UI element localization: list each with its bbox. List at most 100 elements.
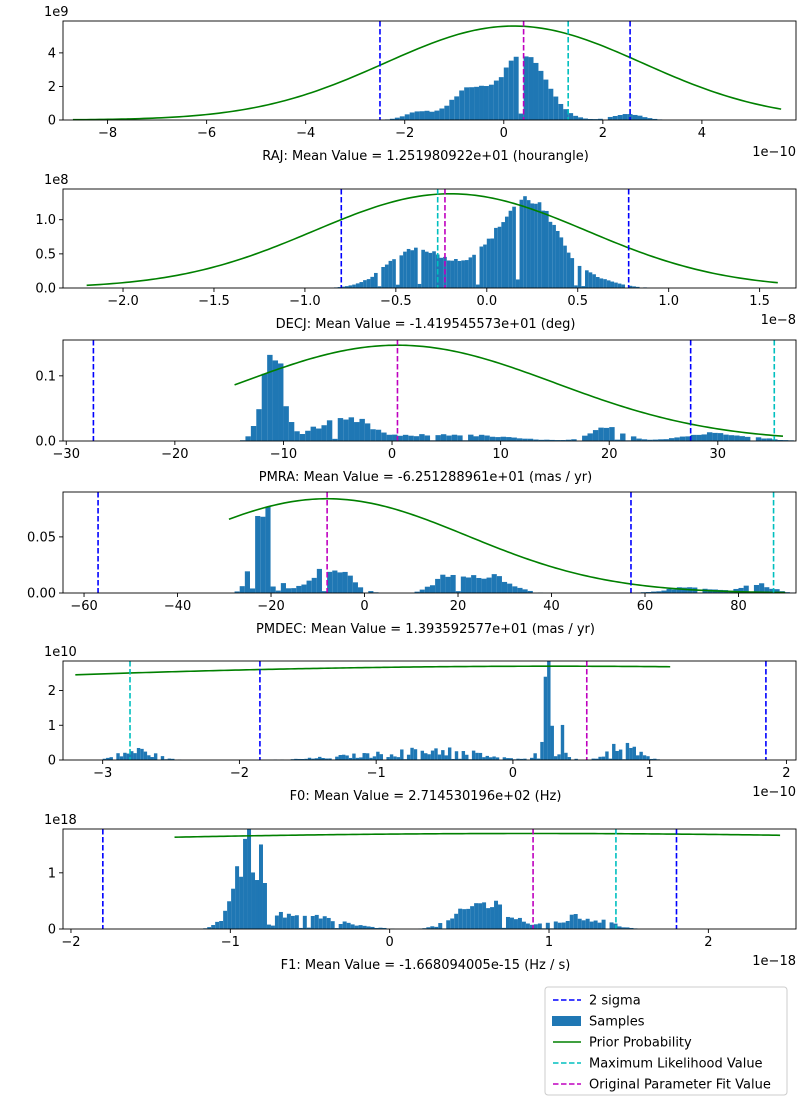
histogram-bar [728, 435, 735, 441]
histogram-bar [447, 747, 452, 760]
y-tick-label: 0.1 [35, 369, 56, 384]
histogram-bar [557, 922, 562, 929]
histogram-bar [352, 582, 358, 593]
histogram-bar [359, 418, 365, 441]
histogram-bars [240, 354, 794, 441]
histogram-bar [428, 252, 433, 288]
histogram-bar [495, 757, 500, 760]
histogram-bar [123, 752, 127, 760]
histogram-bars [234, 506, 796, 593]
histogram-bar [270, 925, 275, 929]
y-tick-label: 0 [48, 114, 56, 129]
histogram-bar [690, 434, 697, 441]
legend-label: 2 sigma [589, 994, 641, 1009]
histogram-bar [446, 260, 451, 288]
x-tick-label: 0 [386, 935, 394, 950]
histogram-bar [402, 434, 409, 441]
histogram-bar [744, 436, 751, 441]
histogram-bar [563, 109, 569, 120]
histogram-bar [583, 118, 588, 120]
histogram-bar [512, 206, 516, 288]
histogram-bar [143, 751, 148, 760]
x-tick-label: −2 [61, 935, 80, 950]
histogram-bar [318, 756, 322, 760]
histogram-bar [606, 280, 611, 288]
histogram-bar [435, 435, 441, 441]
histogram-bar [525, 923, 530, 929]
histogram-bar [653, 758, 657, 760]
histogram-bar [723, 434, 729, 441]
histogram-bar [451, 434, 458, 441]
histogram-bar [231, 888, 236, 929]
histogram-bar [458, 758, 462, 760]
histogram-bar [370, 429, 376, 441]
histogram-bar [274, 915, 279, 929]
histogram-bar [348, 757, 353, 760]
histogram-bar [272, 360, 279, 441]
histogram-bar [471, 750, 476, 760]
histogram-bar [171, 758, 175, 760]
histogram-bar [544, 439, 550, 441]
histogram-bar [106, 757, 110, 760]
histogram-bar [147, 755, 151, 760]
x-tick-label: −8 [98, 126, 117, 141]
histogram-bars [203, 829, 638, 929]
histogram-bar [133, 753, 137, 760]
histogram-bar [777, 439, 783, 441]
x-tick-label: 0 [360, 599, 368, 614]
histogram-bar [363, 280, 367, 288]
histogram-bar [130, 751, 134, 760]
histogram-bar [338, 924, 343, 929]
legend-item: Prior Probability [553, 1036, 692, 1051]
histogram-bar [617, 926, 622, 929]
histogram-bar [470, 906, 475, 929]
histogram-bar [454, 96, 460, 120]
histogram-bar [696, 434, 702, 441]
histogram-bar [346, 922, 351, 929]
histogram-bar [382, 927, 387, 929]
histogram-bar [215, 921, 220, 929]
histogram-bar [526, 200, 531, 288]
histogram-bar [265, 506, 271, 593]
histogram-bar [359, 282, 364, 288]
x-tick-label: 40 [543, 599, 560, 614]
histogram-bar [475, 752, 479, 760]
histogram-bar [338, 755, 342, 760]
histogram-bar [509, 917, 514, 929]
histogram-bar [766, 438, 773, 441]
histogram-bar [517, 587, 523, 593]
histogram-bar [459, 90, 465, 120]
histogram-bar [430, 750, 435, 760]
histogram-bar [454, 751, 459, 760]
histogram-bar [759, 583, 765, 593]
histogram-bar [488, 84, 494, 120]
histogram-bar [618, 749, 623, 760]
histogram-bar [399, 116, 405, 120]
histogram-bar [310, 426, 317, 441]
x-axis-label: F1: Mean Value = -1.668094005e-15 (Hz / … [281, 958, 571, 973]
histogram-bar [557, 754, 561, 760]
histogram-bar [421, 249, 425, 288]
y-offset-label: 1e10 [44, 645, 77, 660]
histogram-bar [738, 587, 744, 593]
histogram-bar [321, 758, 325, 760]
histogram-bar [559, 237, 564, 288]
histogram-bar [417, 283, 422, 288]
histogram-bar [592, 119, 598, 120]
histogram-bar [386, 757, 390, 760]
histogram-bar [701, 434, 707, 441]
histogram-bar [647, 118, 653, 120]
histogram-bar [527, 590, 533, 593]
histogram-bar [473, 436, 479, 441]
prior-probability-line [234, 344, 784, 438]
histogram-bar [607, 116, 613, 120]
histogram-bar [414, 591, 420, 593]
histogram-bar [543, 676, 548, 760]
histogram-bar [497, 226, 502, 288]
histogram-bar [370, 926, 375, 929]
histogram-bar [434, 926, 439, 929]
axes-frame [62, 188, 797, 289]
histogram-bar [656, 591, 662, 593]
histogram-bar [427, 754, 431, 760]
histogram-bar [419, 589, 425, 593]
